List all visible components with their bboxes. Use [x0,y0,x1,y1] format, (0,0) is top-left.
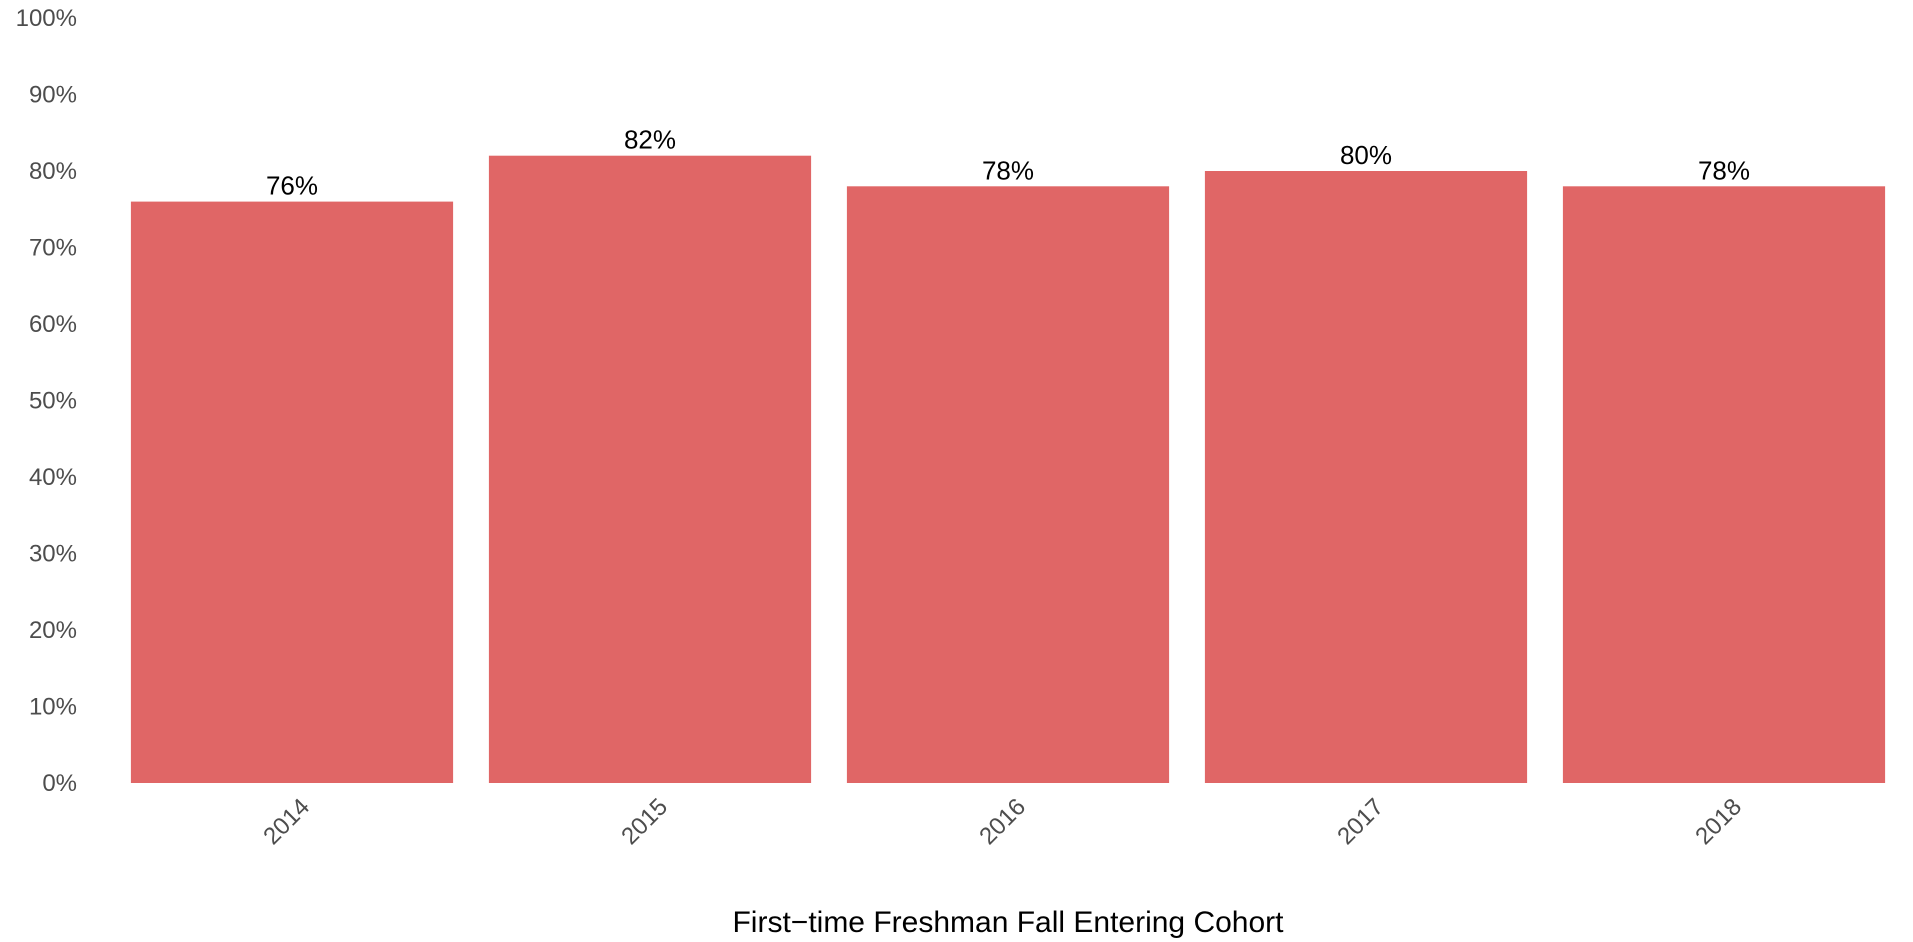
y-tick-label: 10% [29,694,77,721]
y-tick-label: 50% [29,388,77,415]
y-tick-label: 70% [29,235,77,262]
y-tick-label: 90% [29,82,77,109]
bar-2018 [1562,186,1886,784]
y-tick-label: 60% [29,311,77,338]
y-tick-label: 100% [16,5,77,32]
y-tick-label: 80% [29,158,77,185]
bar-value-label-2016: 78% [982,155,1034,185]
y-tick-label: 20% [29,617,77,644]
x-axis-tick-labels: 2014 2015 2016 2017 2018 [258,793,1747,850]
bar-2017 [1204,171,1528,783]
bar-2016 [846,186,1170,784]
bar-value-label-2017: 80% [1340,140,1392,170]
x-tick-label-2016: 2016 [974,793,1031,850]
x-tick-label-2017: 2017 [1332,793,1389,850]
bars [130,155,1886,784]
x-tick-label-2015: 2015 [616,793,673,850]
bar-2014 [130,201,454,784]
x-tick-label-2018: 2018 [1690,793,1747,850]
bar-value-label-2018: 78% [1698,155,1750,185]
y-tick-label: 30% [29,541,77,568]
bar-value-label-2014: 76% [266,171,318,201]
bar-2015 [488,155,812,783]
x-tick-label-2014: 2014 [258,793,315,850]
bar-value-label-2015: 82% [624,125,676,155]
y-tick-label: 0% [42,770,77,797]
y-tick-label: 40% [29,464,77,491]
bar-value-labels: 76% 82% 78% 80% 78% [266,125,1750,201]
y-axis-tick-labels: 0% 10% 20% 30% 40% 50% 60% 70% 80% 90% 100% [16,5,77,797]
x-axis-title: First−time Freshman Fall Entering Cohort [732,906,1284,939]
